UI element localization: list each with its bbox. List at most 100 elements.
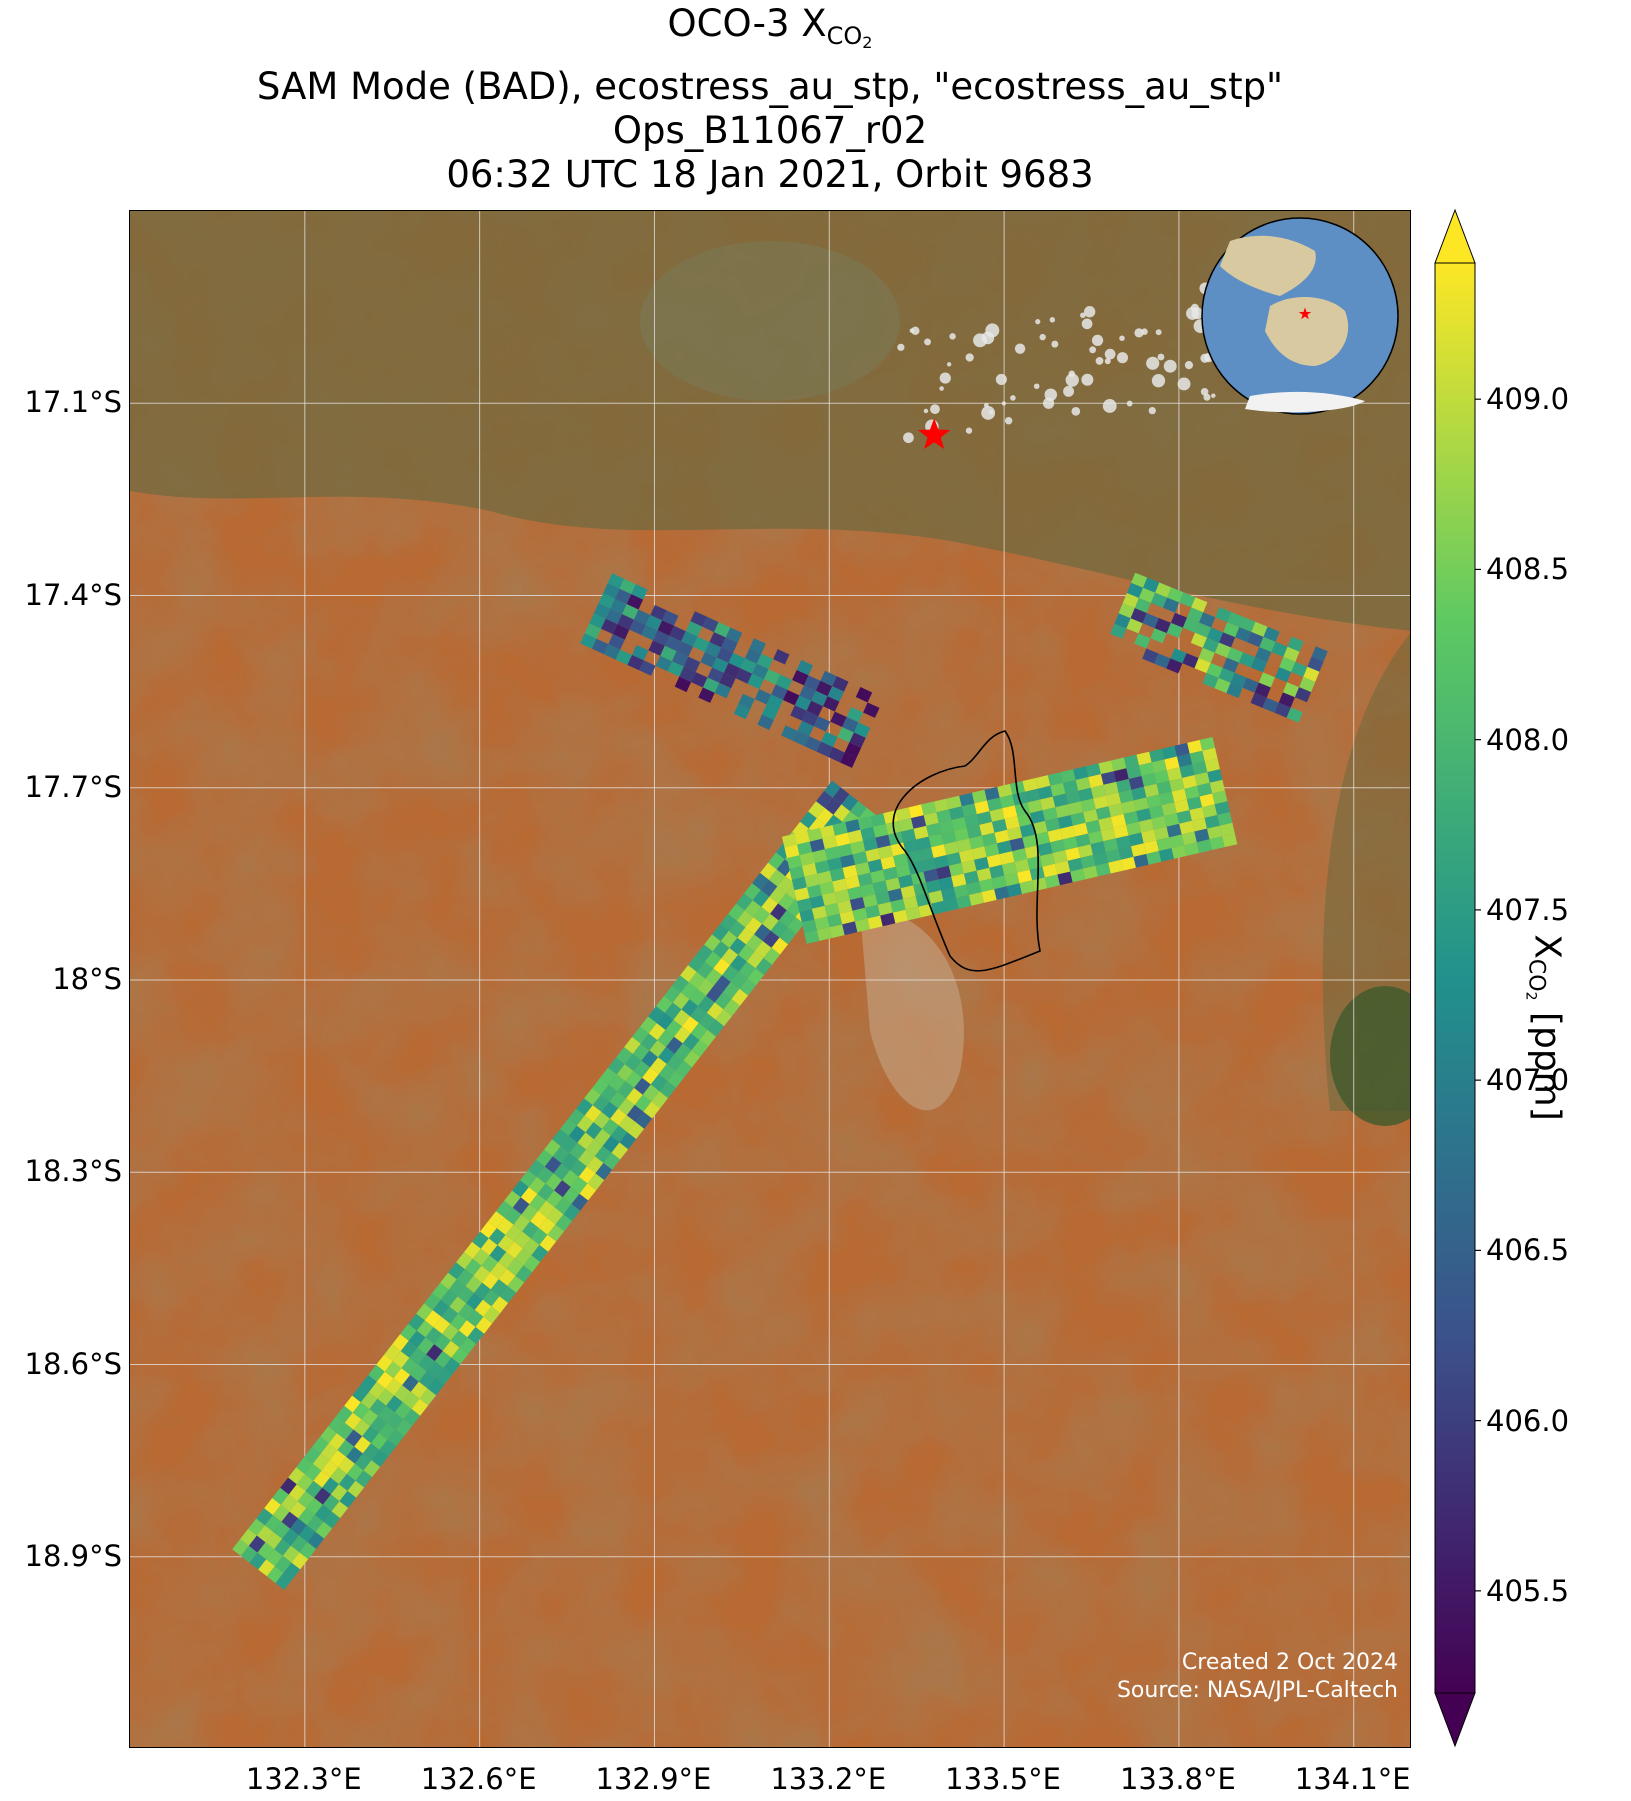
sounding-pixel (1182, 617, 1200, 633)
sounding-pixel (1184, 785, 1200, 800)
sounding-pixel (1057, 815, 1073, 829)
sounding-pixel (1179, 592, 1196, 608)
sounding-pixel (475, 1316, 493, 1334)
sounding-pixel (290, 1518, 307, 1536)
sounding-pixel (1271, 641, 1288, 657)
sounding-pixel (336, 1405, 353, 1423)
sounding-pixel (840, 854, 856, 868)
sounding-pixel (816, 927, 832, 941)
sounding-pixel (1047, 772, 1063, 786)
sounding-pixel (490, 1279, 508, 1297)
sounding-pixel (712, 924, 729, 942)
sounding-pixel (908, 804, 924, 819)
sounding-pixel (352, 1402, 370, 1420)
sounding-pixel (804, 675, 821, 691)
sounding-pixel (629, 619, 646, 635)
sounding-pixel (728, 652, 745, 669)
sounding-pixel (1187, 739, 1203, 754)
sounding-pixel (999, 794, 1015, 809)
sounding-pixel (345, 1429, 363, 1447)
sounding-pixel (770, 903, 787, 921)
sounding-pixel (290, 1535, 308, 1553)
sounding-pixel (1142, 648, 1159, 664)
sounding-pixel (1080, 798, 1096, 813)
sounding-pixel (754, 941, 772, 958)
sounding-pixel (815, 680, 833, 697)
sounding-pixel (1136, 808, 1152, 822)
sounding-pixel (984, 786, 1000, 801)
credit-source: Source: NASA/JPL-Caltech (1116, 1678, 1398, 1703)
sounding-pixel (385, 1378, 403, 1396)
sounding-pixel (760, 879, 778, 897)
sounding-pixel (760, 862, 777, 880)
sounding-pixel (1169, 778, 1185, 792)
sounding-pixel (1040, 796, 1056, 811)
sounding-pixel (632, 1026, 649, 1044)
sounding-pixel (951, 873, 967, 888)
sounding-pixel (690, 1005, 707, 1023)
sounding-pixel (789, 865, 805, 880)
sounding-pixel (530, 1227, 548, 1245)
sounding-pixel (459, 1337, 477, 1355)
sounding-pixel (802, 710, 819, 727)
sounding-pixel (744, 883, 761, 901)
sounding-pixel (811, 690, 828, 707)
sounding-pixel (926, 822, 942, 837)
sounding-pixel (1025, 788, 1041, 803)
sounding-pixel (1164, 756, 1180, 771)
sounding-pixel (705, 968, 723, 986)
sounding-pixel (272, 1504, 290, 1522)
sounding-pixel (811, 905, 828, 920)
sounding-pixel (746, 934, 763, 952)
sounding-pixel (699, 1029, 717, 1047)
sounding-pixel (847, 829, 863, 844)
sounding-pixel (545, 1173, 563, 1191)
sounding-pixel (804, 930, 820, 944)
sounding-pixel (298, 1525, 316, 1543)
sounding-pixel (1191, 817, 1207, 832)
sounding-pixel (337, 1439, 355, 1457)
sounding-pixel (1072, 822, 1089, 837)
sounding-pixel (560, 1118, 577, 1136)
sounding-pixel (1215, 607, 1232, 623)
sounding-pixel (377, 1388, 395, 1406)
sounding-pixel (971, 789, 987, 804)
sounding-pixel (827, 913, 843, 928)
sounding-pixel (1131, 843, 1147, 857)
sounding-pixel (719, 672, 736, 689)
sounding-pixel (1189, 750, 1205, 765)
sounding-pixel (329, 1450, 347, 1468)
sounding-pixel (918, 847, 934, 861)
sounding-pixel (1019, 880, 1035, 894)
sounding-pixel (918, 903, 934, 918)
sounding-pixel (961, 803, 977, 818)
sounding-pixel (1080, 855, 1096, 869)
sounding-pixel (749, 638, 766, 654)
sounding-pixel (305, 1480, 323, 1498)
sounding-pixel (258, 1559, 275, 1577)
sounding-pixel (744, 900, 762, 918)
sounding-pixel (1294, 687, 1312, 703)
sounding-pixel (809, 895, 825, 909)
sounding-pixel (600, 1067, 617, 1085)
sounding-pixel (690, 1022, 708, 1040)
sounding-pixel (338, 1473, 356, 1491)
sounding-pixel (820, 670, 837, 687)
sounding-pixel (714, 975, 731, 993)
sounding-pixel (288, 1467, 305, 1485)
sounding-pixel (344, 1412, 362, 1430)
sounding-pixel (768, 869, 786, 887)
sounding-pixel (648, 1006, 665, 1024)
sounding-pixel (877, 901, 893, 916)
sounding-pixel (790, 705, 807, 721)
sounding-pixel (1114, 613, 1131, 629)
sounding-pixel (529, 1193, 547, 1211)
sounding-pixel (1126, 821, 1142, 836)
sounding-pixel (432, 1282, 449, 1300)
sounding-pixel (956, 895, 972, 909)
sounding-pixel (1171, 845, 1187, 859)
sounding-pixel (634, 1094, 652, 1112)
sounding-pixel (1219, 822, 1235, 837)
sounding-pixel (622, 604, 639, 620)
sounding-pixel (1158, 848, 1174, 862)
